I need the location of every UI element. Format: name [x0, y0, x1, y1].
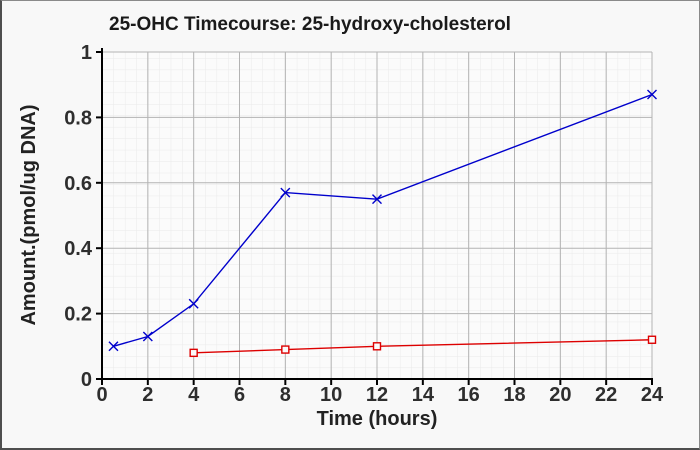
x-tick-label: 16: [458, 384, 480, 406]
y-tick-label: 0.2: [64, 304, 92, 326]
x-tick-label: 22: [595, 384, 617, 406]
blue-x-series-marker: [188, 298, 199, 309]
x-tick-label: 10: [320, 384, 342, 406]
x-tick-label: 24: [641, 384, 664, 406]
x-tick-label: 2: [142, 384, 153, 406]
chart-title: 25-OHC Timecourse: 25-hydroxy-cholestero…: [109, 14, 511, 35]
x-tick-label: 20: [549, 384, 571, 406]
axes: [96, 48, 653, 385]
y-tick-label: 0.4: [64, 238, 93, 260]
y-tick-label: 0.6: [64, 173, 92, 195]
x-tick-label: 14: [412, 384, 435, 406]
x-tick-label: 18: [503, 384, 525, 406]
blue-x-series-marker: [108, 341, 119, 352]
blue-x-series-marker: [372, 194, 382, 205]
blue-x-series-marker: [280, 187, 291, 198]
x-axis-label: Time (hours): [317, 408, 438, 430]
red-square-series-marker: [372, 342, 382, 351]
x-tick-label: 0: [96, 384, 107, 406]
y-tick-label: 0: [81, 369, 92, 391]
red-square-series-marker: [189, 348, 198, 358]
blue-x-series-marker: [142, 331, 153, 342]
y-tick-label: 1: [81, 42, 92, 64]
red-square-series-line: [193, 339, 653, 354]
red-square-series-marker: [647, 335, 657, 344]
x-tick-label: 6: [234, 384, 245, 406]
y-axis-label: Amount.(pmol/ug DNA): [18, 104, 40, 325]
major-grid: [102, 51, 653, 379]
red-square-series-marker: [281, 345, 290, 354]
x-tick-label: 8: [280, 384, 291, 406]
series-layer: [108, 89, 657, 358]
x-tick-label: 4: [188, 384, 200, 406]
x-tick-label: 12: [366, 384, 388, 406]
y-tick-label: 0.8: [64, 107, 92, 129]
blue-x-series-marker: [647, 89, 657, 100]
blue-x-series-line: [113, 93, 653, 347]
